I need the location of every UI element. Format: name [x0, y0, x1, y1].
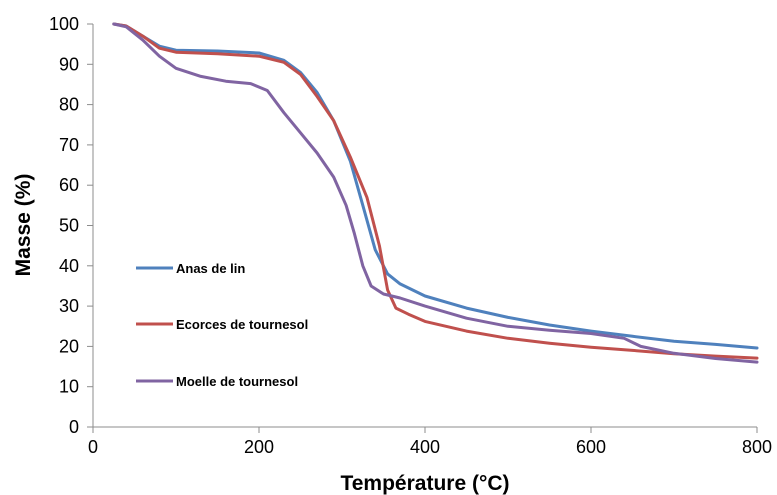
- x-tick-label: 400: [410, 437, 440, 457]
- series-line-1: [112, 22, 759, 350]
- y-tick-label: 40: [59, 256, 79, 276]
- y-ticks: 0 10 20 30 40 50 60 70 80 90 100: [49, 14, 93, 437]
- series-line-3: [112, 22, 759, 364]
- y-tick-label: 100: [49, 14, 79, 34]
- x-tick-label: 200: [244, 437, 274, 457]
- y-tick-label: 90: [59, 54, 79, 74]
- legend-label: Anas de lin: [176, 261, 245, 276]
- series-group: [112, 22, 759, 364]
- legend-label: Moelle de tournesol: [176, 374, 298, 389]
- y-tick-label: 80: [59, 95, 79, 115]
- x-tick-label: 600: [576, 437, 606, 457]
- x-ticks: 0 200 400 600 800: [88, 427, 772, 457]
- x-tick-label: 0: [88, 437, 98, 457]
- legend: Anas de lin Ecorces de tournesol Moelle de…: [136, 261, 308, 389]
- y-tick-label: 70: [59, 135, 79, 155]
- y-tick-label: 10: [59, 377, 79, 397]
- y-tick-label: 20: [59, 336, 79, 356]
- y-tick-label: 60: [59, 175, 79, 195]
- y-tick-label: 0: [69, 417, 79, 437]
- axes: [92, 24, 757, 428]
- series-line-2: [112, 22, 759, 360]
- y-tick-label: 50: [59, 216, 79, 236]
- y-axis-title: Masse (%): [12, 174, 35, 277]
- x-tick-label: 800: [742, 437, 772, 457]
- x-axis-title: Température (°C): [340, 472, 509, 495]
- y-tick-label: 30: [59, 296, 79, 316]
- legend-label: Ecorces de tournesol: [176, 317, 308, 332]
